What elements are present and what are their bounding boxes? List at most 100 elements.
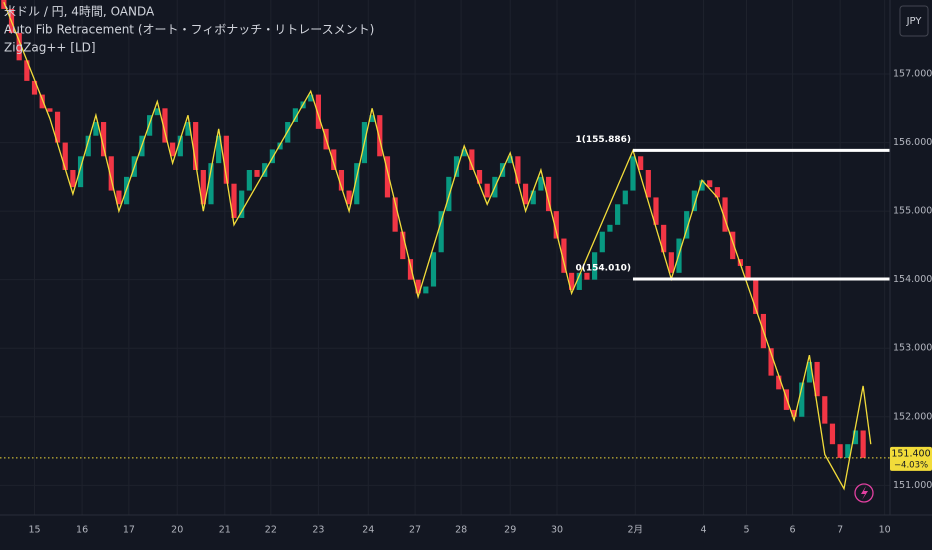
- x-tick-label: 6: [790, 525, 796, 536]
- candle-body: [638, 156, 644, 170]
- candle-body: [545, 176, 552, 212]
- candle-body: [47, 108, 53, 112]
- x-tick-label: 28: [455, 525, 467, 536]
- candle-body: [292, 108, 298, 123]
- y-tick-label: 154.000: [893, 274, 932, 285]
- candle-body: [607, 224, 613, 232]
- x-tick-label: 4: [701, 525, 707, 536]
- x-tick-label: 10: [879, 525, 891, 536]
- candle-body: [845, 444, 851, 458]
- x-tick-label: 2月: [628, 525, 644, 536]
- zigzag-line: [3, 1, 872, 491]
- candle-body: [476, 170, 483, 184]
- candle-body: [829, 423, 836, 445]
- currency-button[interactable]: [899, 5, 929, 37]
- candle-body: [438, 211, 444, 253]
- x-tick-label: 29: [504, 525, 516, 536]
- candle-body: [745, 265, 751, 280]
- currency-label[interactable]: JPY: [906, 16, 923, 27]
- x-tick-label: 30: [551, 525, 563, 536]
- plot-area: 1(155.886) 0(154.010): [1, 0, 890, 491]
- candle-body: [799, 382, 805, 417]
- candle-body: [837, 444, 843, 458]
- indicator-label: Auto Fib Retracement (オート・フィボナッチ・リトレースメン…: [4, 23, 374, 37]
- candle-body: [561, 238, 567, 273]
- candle-body: [691, 190, 697, 212]
- candle-body: [185, 122, 191, 136]
- candle-body: [39, 94, 45, 109]
- candle-body: [592, 252, 598, 280]
- candle-body: [54, 111, 61, 143]
- indicator-label: ZigZag++ [LD]: [4, 41, 96, 55]
- candle-body: [776, 375, 782, 390]
- candle-body: [822, 396, 828, 424]
- candle-body: [308, 94, 314, 102]
- candle-body: [254, 170, 260, 177]
- x-tick-label: 16: [76, 525, 88, 536]
- candle-body: [446, 176, 452, 212]
- candle-body: [768, 348, 774, 376]
- candle-body: [615, 204, 621, 225]
- last-price-box: [890, 446, 932, 471]
- candle-body: [530, 190, 536, 205]
- candle-body: [338, 170, 345, 191]
- candle-body: [699, 180, 705, 191]
- candle-body: [515, 156, 521, 184]
- candle-body: [193, 122, 199, 170]
- candle-body: [223, 135, 229, 184]
- candle-body: [753, 279, 759, 314]
- candle-body: [714, 187, 720, 198]
- candle-body: [31, 80, 38, 95]
- candle-body: [93, 122, 99, 136]
- candle-body: [331, 149, 337, 170]
- candle-body: [239, 190, 245, 218]
- candle-body: [269, 149, 275, 164]
- x-tick-label: 17: [123, 525, 135, 536]
- y-tick-label: 152.000: [893, 411, 932, 422]
- chart-title: 米ドル / 円, 4時間, OANDA: [4, 5, 155, 19]
- candle-body: [85, 135, 91, 157]
- candle-body: [62, 142, 68, 170]
- candle-body: [384, 156, 391, 198]
- candle-body: [653, 197, 659, 225]
- candle-body: [860, 430, 866, 458]
- candle-body: [377, 115, 383, 157]
- last-price-label: 151.400: [891, 448, 930, 459]
- candle-body: [231, 183, 237, 218]
- candle-body: [100, 122, 107, 157]
- candle-body: [1, 0, 7, 9]
- candle-body: [246, 170, 252, 191]
- y-tick-label: 156.000: [893, 137, 932, 148]
- alert-icon[interactable]: [854, 483, 874, 503]
- candle-body: [584, 272, 590, 280]
- candle-body: [70, 170, 76, 188]
- candle-body: [108, 156, 114, 191]
- candle-body: [630, 156, 636, 191]
- candle-body: [208, 163, 214, 205]
- fib-label: 0(154.010): [575, 263, 630, 273]
- fib-label: 1(155.886): [575, 135, 630, 145]
- y-tick-label: 151.000: [893, 480, 932, 491]
- candle-body: [484, 183, 490, 198]
- candle-body: [522, 183, 529, 205]
- x-tick-label: 22: [265, 525, 277, 536]
- candle-body: [668, 252, 674, 273]
- candle-body: [346, 190, 352, 205]
- candle-body: [568, 272, 575, 290]
- candle-body: [415, 279, 421, 294]
- candle-body: [77, 156, 84, 188]
- candle-body: [200, 170, 206, 205]
- x-tick-label: 20: [171, 525, 183, 536]
- candle-body: [369, 115, 375, 123]
- y-tick-label: 155.000: [893, 206, 932, 217]
- candle-body: [576, 272, 582, 290]
- alert-bolt[interactable]: [861, 486, 868, 500]
- candle-body: [216, 135, 222, 164]
- candle-body: [430, 252, 437, 287]
- candle-body: [852, 430, 859, 445]
- y-tick-label: 153.000: [893, 343, 932, 354]
- candle-body: [806, 361, 813, 383]
- candle-body: [177, 135, 183, 157]
